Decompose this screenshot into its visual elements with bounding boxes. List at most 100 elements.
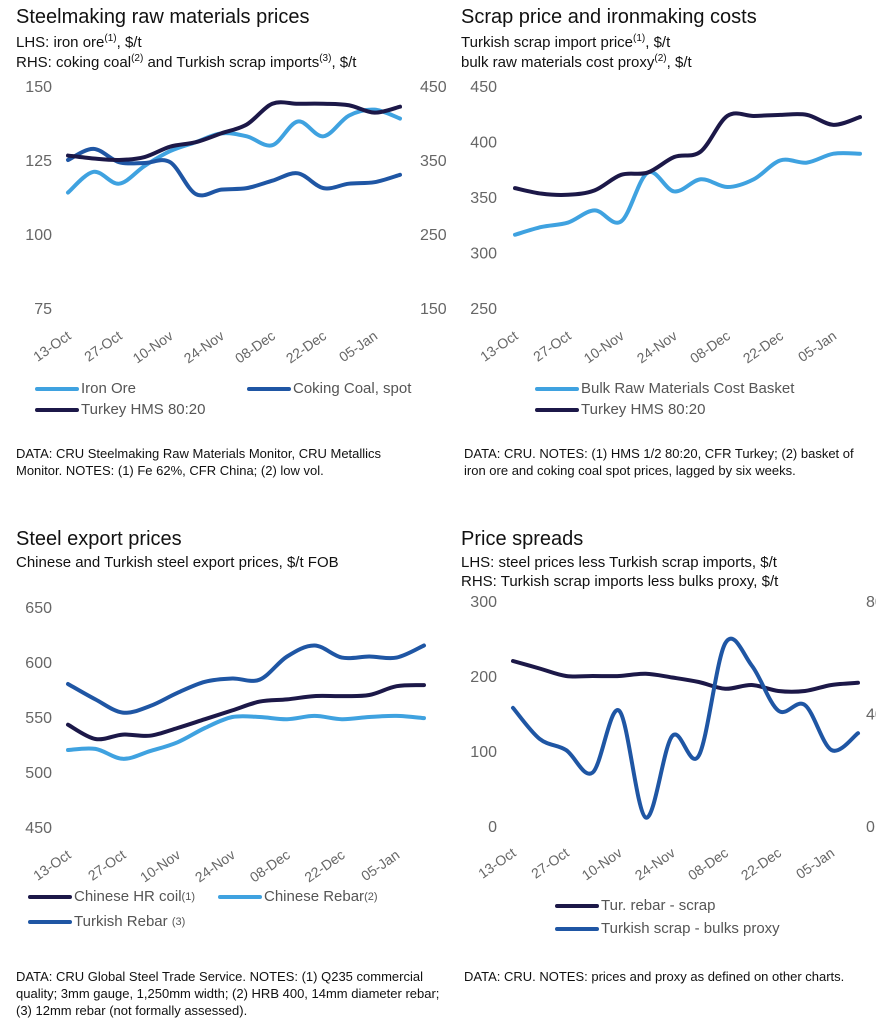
y-tick-left: 550 [25,710,52,727]
source-note: DATA: CRU. NOTES: prices and proxy as de… [464,969,845,984]
subtitle-text: RHS: coking coal [16,54,132,71]
legend-label: Bulk Raw Materials Cost Basket [581,380,795,397]
x-tick-label: 22-Dec [738,844,784,883]
y-tick-left: 450 [25,820,52,837]
y-tick-right: 80 [866,594,876,611]
subtitle-sup: (2) [654,53,667,64]
legend-label: Chinese Rebar [264,888,365,905]
y-tick-left: 100 [470,744,497,761]
x-tick-label: 27-Oct [85,846,129,883]
y-tick-right: 250 [420,227,447,244]
y-tick-left: 500 [25,765,52,782]
chart-0: 75 100 125 150 150 250 350 450 13-Oct 27-Oct 10-No… [25,79,447,366]
legend-item-coking-coal: Coking Coal, spot [247,380,411,397]
chart-subtitle: Chinese and Turkish steel export prices,… [16,554,339,571]
y-tick-left: 300 [470,246,497,263]
y-tick-left: 75 [34,301,52,318]
x-tick-label: 13-Oct [30,846,74,883]
x-tick-label: 24-Nov [192,846,238,885]
y-tick-left: 0 [488,819,497,836]
y-tick-left: 125 [25,153,52,170]
legend-swatch [247,386,291,391]
y-tick-left: 200 [470,669,497,686]
x-tick-label: 08-Dec [247,846,293,885]
chart-subtitle: bulk raw materials cost proxy(2), $/t [461,53,692,71]
y-tick-right: 150 [420,301,447,318]
series-line-tur-rebar-scrap [511,659,860,694]
legend-label: Tur. rebar - scrap [601,897,716,914]
legend-item-basket: Bulk Raw Materials Cost Basket [535,380,794,397]
subtitle-text: LHS: steel prices less Turkish scrap imp… [461,554,777,571]
chart-title: Steel export prices [16,528,182,550]
legend-label: Turkish scrap - bulks proxy [601,920,780,937]
legend-swatch [555,926,599,931]
subtitle-text: RHS: Turkish scrap imports less bulks pr… [461,573,779,590]
x-tick-label: 08-Dec [232,327,278,366]
x-tick-label: 08-Dec [687,327,733,366]
legend-label: Chinese HR coil [74,888,182,905]
chart-title: Price spreads [461,528,584,550]
x-tick-label: 27-Oct [81,327,125,364]
x-tick-label: 24-Nov [634,327,680,366]
x-tick-label: 13-Oct [475,844,519,881]
chart-title: Scrap price and ironmaking costs [461,6,757,28]
x-tick-label: 22-Dec [740,327,786,366]
x-tick-label: 08-Dec [685,844,731,883]
x-tick-label: 24-Nov [632,844,678,883]
legend-item-iron-ore: Iron Ore [35,380,136,397]
subtitle-sup: (1) [104,33,117,44]
x-tick-label: 10-Nov [579,844,625,883]
series-line-iron-ore [66,107,402,195]
source-note: DATA: CRU Global Steel Trade Service. NO… [16,969,440,1018]
y-tick-left: 650 [25,600,52,617]
chart-subtitle: Turkish scrap import price(1), $/t [461,33,670,51]
y-tick-left: 250 [470,301,497,318]
y-tick-right: 0 [866,819,875,836]
subtitle-text: bulk raw materials cost proxy [461,54,655,71]
subtitle-text: and Turkish scrap imports [143,54,320,71]
chart-subtitle-lhs: LHS: steel prices less Turkish scrap imp… [461,554,777,571]
legend-swatch [28,919,72,924]
legend-item-scrap-bulks: Turkish scrap - bulks proxy [555,920,780,937]
x-tick-label: 13-Oct [30,327,74,364]
legend-swatch [35,407,79,412]
series-line-chinese-rebar [66,713,426,761]
legend-sup: (1) [181,890,195,903]
series-line-turkish-rebar [66,643,426,715]
legend-item-rebar-scrap: Tur. rebar - scrap [555,897,715,914]
legend-swatch [535,407,579,412]
x-tick-label: 22-Dec [301,846,347,885]
legend-swatch [35,386,79,391]
chart-subtitle-rhs: RHS: coking coal(2) and Turkish scrap im… [16,53,356,71]
x-tick-label: 13-Oct [477,327,521,364]
legend-label: Coking Coal, spot [293,380,412,397]
source-note: DATA: CRU Steelmaking Raw Materials Moni… [16,446,382,478]
series-line-turkey-hms-80-20 [513,111,862,197]
series-line-coking-coal-spot [66,146,402,198]
x-tick-label: 10-Nov [130,327,176,366]
y-tick-left: 600 [25,655,52,672]
subtitle-sup: (2) [131,53,144,64]
y-tick-left: 300 [470,594,497,611]
x-tick-label: 05-Jan [336,327,380,365]
chart-subtitle-rhs: RHS: Turkish scrap imports less bulks pr… [461,573,778,590]
legend-item-chinese-hr-coil: Chinese HR coil (1) [28,888,195,905]
source-note: DATA: CRU. NOTES: (1) HMS 1/2 80:20, CFR… [464,446,854,478]
subtitle-sup: (1) [633,33,646,44]
x-tick-label: 27-Oct [530,327,574,364]
legend-swatch [535,386,579,391]
legend-swatch [28,894,72,899]
series-line-turkey-hms-80-20 [66,100,402,163]
subtitle-text: , $/t [116,34,142,51]
x-tick-label: 27-Oct [528,844,572,881]
x-tick-label: 10-Nov [581,327,627,366]
legend-sup: (3) [171,915,186,928]
x-tick-label: 05-Jan [795,327,839,365]
x-tick-label: 22-Dec [283,327,329,366]
legend-label: Turkish Rebar [74,913,172,930]
x-tick-label: 05-Jan [793,844,837,882]
y-tick-left: 450 [470,79,497,96]
